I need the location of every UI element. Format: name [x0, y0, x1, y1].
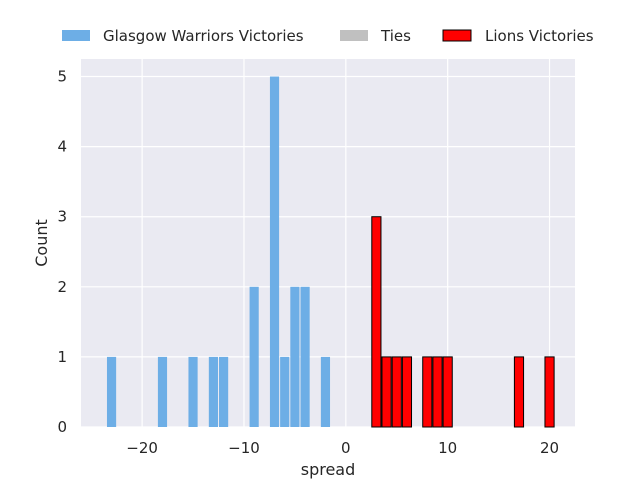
legend-swatch-ties — [340, 30, 368, 41]
bar-series0-3 — [208, 356, 218, 427]
y-tick-label: 2 — [57, 278, 67, 296]
y-axis-ticks: 0 1 2 3 4 5 — [57, 68, 67, 436]
bar-series0-8 — [290, 286, 300, 427]
bar-series0-4 — [219, 356, 229, 427]
x-axis-label: spread — [301, 460, 356, 479]
x-tick-label: 0 — [341, 439, 351, 457]
legend: Glasgow Warriors Victories Ties Lions Vi… — [62, 27, 594, 45]
bar-series0-7 — [280, 356, 290, 427]
x-tick-label: 10 — [438, 439, 457, 457]
y-tick-label: 4 — [57, 138, 67, 156]
bar-series2-1 — [381, 356, 392, 428]
bar-series2-8 — [544, 356, 555, 428]
legend-label-glasgow: Glasgow Warriors Victories — [103, 27, 304, 45]
bar-series0-1 — [157, 356, 168, 427]
x-axis-ticks: −20 −10 0 10 20 — [126, 439, 559, 457]
y-tick-label: 0 — [57, 418, 67, 436]
bar-series2-7 — [513, 356, 525, 428]
x-tick-label: −10 — [228, 439, 260, 457]
legend-label-ties: Ties — [380, 27, 411, 45]
y-tick-label: 1 — [57, 348, 67, 366]
y-tick-label: 3 — [57, 208, 67, 226]
y-axis-label: Count — [32, 219, 51, 267]
bar-series0-6 — [269, 76, 280, 428]
bar-series2-5 — [432, 356, 443, 428]
legend-label-lions: Lions Victories — [485, 27, 594, 45]
bar-series0-9 — [300, 286, 310, 427]
bar-series2-0 — [371, 216, 382, 428]
bar-series2-3 — [401, 356, 413, 428]
x-tick-label: 20 — [540, 439, 559, 457]
bar-series0-0 — [106, 356, 117, 427]
grid-lines — [81, 59, 575, 428]
bar-series0-10 — [320, 356, 331, 427]
bar-series2-4 — [422, 356, 433, 428]
bar-series2-6 — [442, 356, 453, 428]
bar-series2-2 — [391, 356, 402, 428]
bar-series0-2 — [188, 356, 198, 427]
legend-swatch-glasgow — [62, 30, 90, 41]
bars — [106, 76, 555, 428]
bar-series0-5 — [249, 286, 259, 427]
y-tick-label: 5 — [57, 68, 67, 86]
x-tick-label: −20 — [126, 439, 158, 457]
legend-swatch-lions — [442, 29, 472, 42]
